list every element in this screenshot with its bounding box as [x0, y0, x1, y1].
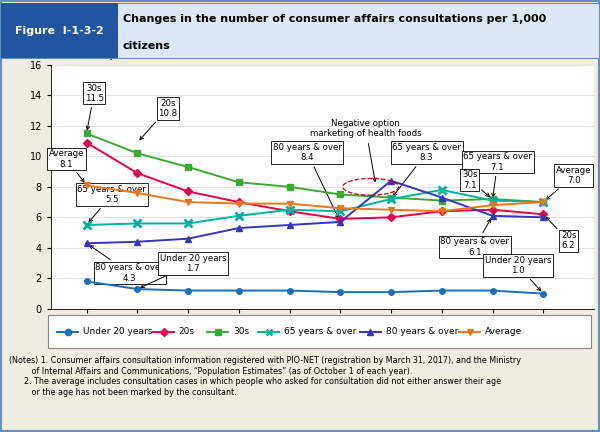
Text: citizens: citizens [123, 41, 171, 51]
Text: Average: Average [485, 327, 522, 336]
Text: 65 years & over
5.5: 65 years & over 5.5 [77, 185, 146, 222]
Text: Average
8.1: Average 8.1 [49, 149, 84, 182]
Text: Changes in the number of consumer affairs consultations per 1,000: Changes in the number of consumer affair… [123, 13, 546, 23]
Text: 30s: 30s [233, 327, 249, 336]
Text: 80 years & over
4.3: 80 years & over 4.3 [90, 245, 164, 283]
Text: (Cases/1,000 citizens/year): (Cases/1,000 citizens/year) [10, 51, 133, 60]
Text: Figure  I-1-3-2: Figure I-1-3-2 [16, 25, 104, 36]
Text: Under 20 years
1.7: Under 20 years 1.7 [141, 254, 226, 288]
Text: Under 20 years
1.0: Under 20 years 1.0 [485, 256, 551, 291]
Text: 65 years & over
7.1: 65 years & over 7.1 [463, 152, 532, 197]
Text: 65 years & over: 65 years & over [284, 327, 356, 336]
Text: Negative option
marketing of health foods: Negative option marketing of health food… [310, 119, 421, 181]
Text: 30s
11.5: 30s 11.5 [85, 83, 104, 130]
Text: Under 20 years: Under 20 years [83, 327, 152, 336]
Text: (Notes) 1. Consumer affairs consultation information registered with PIO-NET (re: (Notes) 1. Consumer affairs consultation… [9, 356, 521, 397]
Text: (Y): (Y) [544, 334, 557, 344]
Text: 20s
6.2: 20s 6.2 [546, 217, 577, 251]
Text: 80 years & over
8.4: 80 years & over 8.4 [273, 143, 342, 219]
Text: 80 years & over: 80 years & over [386, 327, 458, 336]
Text: 65 years & over
8.3: 65 years & over 8.3 [392, 143, 461, 196]
Text: 20s
10.8: 20s 10.8 [140, 99, 177, 140]
Text: 80 years & over
6.1: 80 years & over 6.1 [440, 219, 509, 257]
Text: 20s: 20s [179, 327, 195, 336]
Text: Average
7.0: Average 7.0 [546, 166, 592, 200]
Text: 30s
7.1: 30s 7.1 [462, 171, 490, 197]
